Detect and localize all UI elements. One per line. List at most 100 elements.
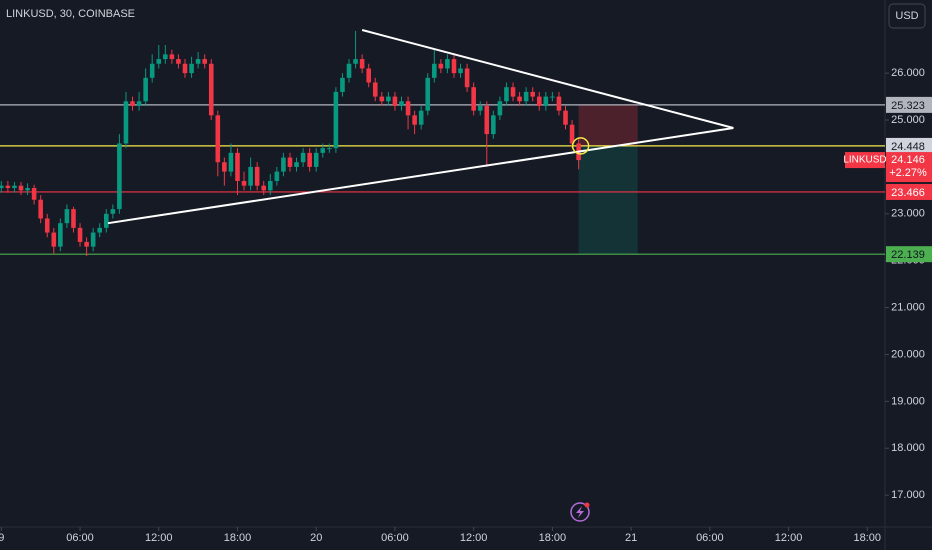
candle-body [464, 68, 470, 88]
candle-body [569, 124, 575, 144]
candle-body [12, 185, 17, 189]
candle-body [208, 63, 214, 116]
candle-body [64, 209, 70, 224]
candle-body [504, 87, 509, 102]
candle-body [432, 63, 437, 78]
candle-body [123, 101, 129, 144]
candle-body [477, 105, 483, 111]
candle-body [182, 63, 188, 74]
candle-body [491, 115, 496, 135]
bolt-icon[interactable] [570, 502, 590, 522]
candle-body [136, 101, 142, 106]
candle-body [169, 54, 175, 60]
candle-body [149, 63, 155, 78]
candle-body [241, 180, 247, 186]
candle-body [523, 91, 529, 102]
candle-body [563, 110, 568, 125]
x-tick-label: 06:00 [381, 532, 409, 544]
candle-body [25, 188, 30, 191]
y-tick-label: 25.000 [891, 114, 925, 126]
candle-body [103, 213, 109, 228]
candle-body [58, 223, 63, 247]
y-tick-label: 18.000 [891, 442, 925, 454]
candle-body [346, 63, 352, 78]
candle-body [267, 180, 273, 191]
candle-body [44, 218, 50, 233]
candle-body [215, 115, 221, 163]
currency-button[interactable] [888, 3, 926, 29]
candle-body [130, 101, 135, 106]
price-tag-label: 23.466 [891, 187, 925, 199]
target-zone [578, 145, 638, 255]
candle-body [143, 77, 148, 102]
candle-body [386, 96, 391, 102]
candle-body [222, 162, 227, 172]
last-price: 24.146 [891, 154, 925, 166]
candle-body [51, 232, 57, 247]
last-price-bg [886, 152, 932, 183]
trendline [361, 29, 734, 129]
candle-body [281, 157, 286, 172]
candle-body [235, 152, 240, 181]
candle-body [497, 101, 503, 116]
candle-body [405, 101, 411, 116]
candle-body [274, 171, 280, 181]
candle-body [379, 96, 385, 102]
candle-body [228, 152, 234, 172]
y-tick-label: 19.000 [891, 395, 925, 407]
candle-body [445, 59, 450, 69]
candle-body [471, 87, 476, 111]
candle-body [117, 143, 122, 210]
price-tag [886, 137, 932, 154]
x-tick-label: 18:00 [539, 532, 567, 544]
y-tick-label: 26.000 [891, 67, 925, 79]
last-price-symbol-bg [845, 152, 885, 169]
candle-body [254, 166, 260, 186]
candle-body [18, 185, 24, 191]
candle-body [261, 185, 267, 191]
x-tick-label: 20 [310, 532, 322, 544]
x-tick-label: 12:00 [460, 532, 488, 544]
candle-body [438, 63, 444, 69]
candle-body [31, 188, 37, 200]
candle-body [287, 157, 293, 167]
price-tag [886, 183, 932, 200]
x-tick-label: 21 [625, 532, 637, 544]
candle-body [189, 63, 194, 74]
candle-body [517, 96, 522, 102]
candle-body [90, 232, 96, 247]
candle-body [372, 82, 378, 97]
candle-body [366, 68, 371, 83]
candle-body [195, 59, 201, 64]
plot-area [0, 29, 885, 256]
candle-body [5, 185, 11, 189]
candle-body [110, 209, 116, 214]
candle-body [156, 59, 162, 64]
candle-body [313, 152, 319, 167]
y-tick-label: 17.000 [891, 489, 925, 501]
candle-body [97, 227, 103, 233]
currency-label[interactable]: USD [895, 10, 918, 22]
candle-body [333, 91, 339, 149]
candle-body [418, 110, 424, 125]
candle-body [340, 77, 345, 92]
x-tick-label: 12:00 [775, 532, 803, 544]
candle-body [399, 101, 404, 106]
candle-body [530, 91, 536, 97]
price-tag-label: 24.448 [891, 141, 925, 153]
candle-body [359, 59, 365, 69]
entry-marker [571, 137, 590, 155]
candle-body [484, 105, 490, 135]
candle-body [307, 152, 312, 167]
price-tag [886, 96, 932, 113]
candle-body [163, 54, 168, 60]
x-tick-label: 9 [0, 532, 4, 544]
candle-body [327, 148, 332, 150]
price-tag-label: 25.323 [891, 100, 925, 112]
x-tick-label: 18:00 [854, 532, 882, 544]
price-tag-label: 22.139 [891, 249, 925, 261]
candle-body [176, 59, 181, 64]
